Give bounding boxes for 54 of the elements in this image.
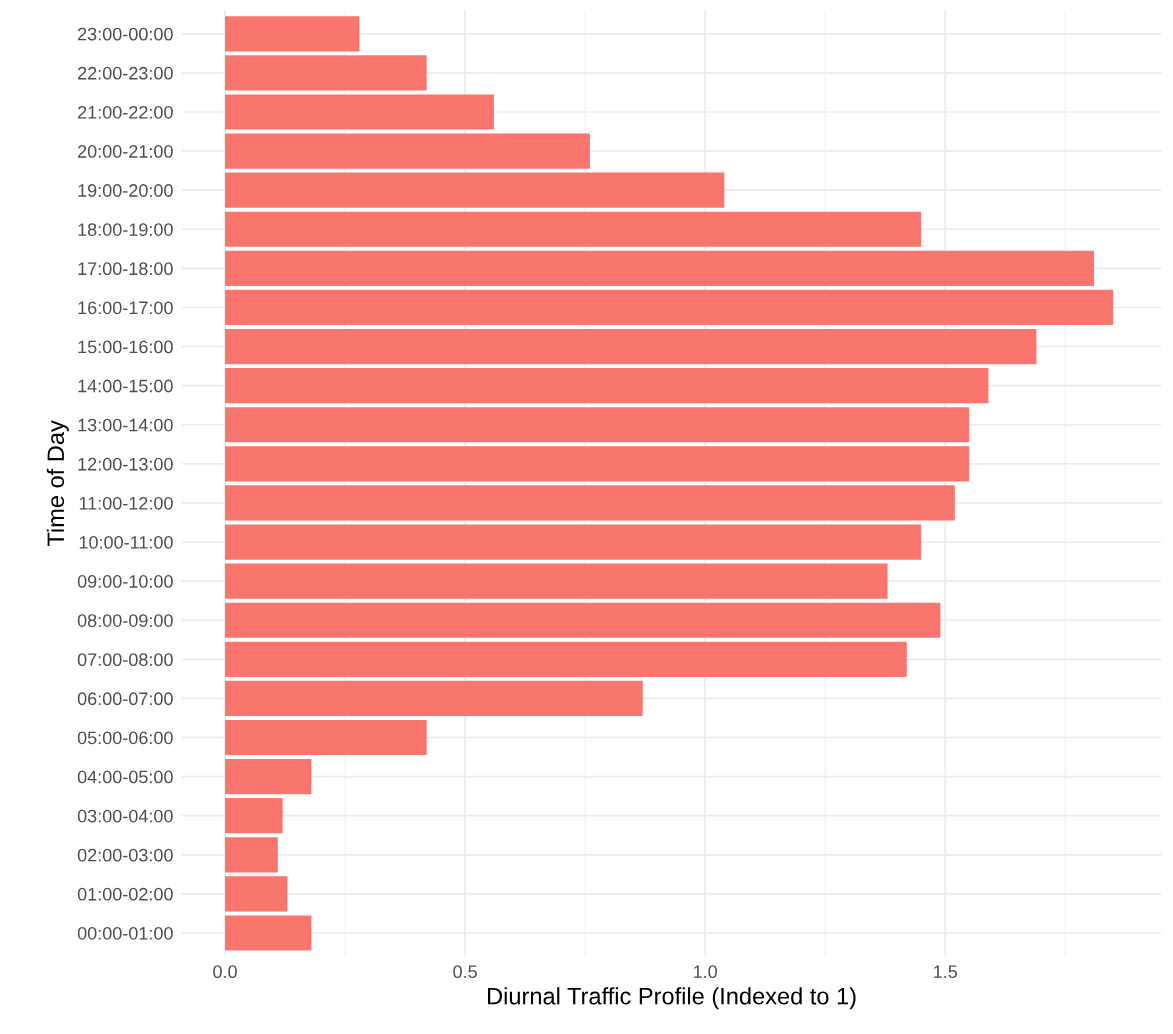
y-tick-label: 20:00-21:00: [78, 145, 173, 158]
bar: [225, 563, 888, 599]
y-tick-label: 06:00-07:00: [77, 692, 173, 706]
bar: [225, 446, 970, 482]
bar: [225, 641, 907, 677]
x-axis-title: Diurnal Traffic Profile (Indexed to 1): [488, 987, 856, 1010]
y-tick-label: 13:00-14:00: [78, 418, 173, 432]
y-tick-label: 12:00-13:00: [78, 457, 173, 471]
y-tick-label: 03:00-04:00: [77, 809, 173, 823]
y-tick-label: 17:00-18:00: [78, 262, 173, 276]
bar: [225, 211, 922, 247]
bar: [225, 133, 590, 169]
bar: [225, 719, 427, 756]
bar: [225, 876, 288, 912]
y-tick-label: 02:00-03:00: [77, 848, 173, 862]
bar: [225, 602, 941, 638]
y-tick-label: 07:00-08:00: [77, 653, 173, 667]
y-tick-label: 08:00-09:00: [77, 614, 173, 627]
y-tick-label: 09:00-10:00: [77, 575, 173, 588]
bar: [225, 250, 1095, 286]
y-tick-label: 21:00-22:00: [78, 105, 173, 119]
y-tick-label: 16:00-17:00: [78, 301, 173, 315]
y-axis-title: Time of Day: [46, 420, 69, 547]
y-tick-label: 01:00-02:00: [77, 887, 173, 901]
y-tick-label: 19:00-20:00: [78, 184, 173, 197]
bar: [225, 328, 1037, 365]
y-tick-label: 11:00-12:00: [79, 496, 173, 510]
bar: [225, 289, 1114, 326]
y-tick-label: 00:00-01:00: [77, 926, 173, 940]
bar: [225, 524, 922, 560]
bar: [225, 485, 955, 521]
bar: [225, 680, 643, 717]
y-tick-label: 15:00-16:00: [78, 340, 173, 354]
bar: [225, 16, 360, 52]
bar: [225, 915, 312, 951]
y-tick-label: 23:00-00:00: [78, 27, 173, 41]
bar: [225, 407, 970, 443]
bar: [225, 837, 278, 873]
x-tick-label: 1.5: [934, 965, 958, 979]
y-tick-label: 05:00-06:00: [77, 731, 173, 745]
bar: [225, 368, 989, 404]
bar: [225, 172, 725, 208]
y-tick-label: 14:00-15:00: [78, 379, 173, 393]
y-tick-label: 10:00-11:00: [79, 535, 173, 549]
x-tick-label: 0.5: [453, 965, 477, 979]
y-tick-label: 04:00-05:00: [77, 770, 173, 784]
x-tick-label: 0.0: [213, 965, 237, 979]
x-tick-label: 1.0: [693, 965, 717, 979]
y-tick-label: 18:00-19:00: [78, 223, 173, 236]
bar: [225, 759, 312, 795]
bar: [225, 55, 427, 91]
bar: [225, 798, 283, 834]
y-tick-label: 22:00-23:00: [78, 66, 173, 80]
bar: [225, 94, 494, 130]
